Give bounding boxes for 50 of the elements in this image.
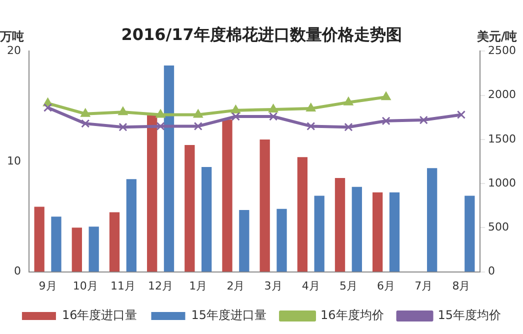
x-tick-label: 5月 bbox=[339, 279, 358, 292]
x-tick-label: 10月 bbox=[72, 279, 98, 292]
y-tick-label: 10 bbox=[6, 154, 21, 168]
x-tick-label: 6月 bbox=[377, 279, 396, 292]
y2-tick-label: 2000 bbox=[488, 88, 516, 102]
x-tick-label: 3月 bbox=[264, 279, 282, 292]
x-tick-label: 8月 bbox=[452, 279, 470, 292]
legend-label: 15年度均价 bbox=[438, 308, 502, 322]
x-tick-label: 2月 bbox=[226, 279, 245, 292]
y2-tick-label: 1000 bbox=[488, 176, 516, 190]
bar bbox=[109, 212, 120, 272]
y2-tick-label: 0 bbox=[488, 264, 496, 278]
y2-tick-label: 500 bbox=[488, 220, 510, 234]
y2-tick-label: 1500 bbox=[488, 132, 516, 146]
bar bbox=[88, 226, 99, 272]
y2-tick-label: 2500 bbox=[488, 44, 516, 58]
bar bbox=[34, 206, 44, 272]
bar bbox=[126, 179, 136, 272]
bar bbox=[147, 115, 158, 272]
bar bbox=[164, 66, 174, 272]
x-tick-label: 12月 bbox=[148, 279, 174, 292]
x-tick-label: 4月 bbox=[302, 279, 320, 292]
bar bbox=[372, 192, 383, 272]
legend-label: 15年度进口量 bbox=[191, 308, 267, 322]
x-tick-label: 1月 bbox=[189, 279, 208, 292]
bar bbox=[389, 192, 400, 272]
bar bbox=[184, 144, 195, 272]
bar bbox=[352, 186, 362, 272]
bar bbox=[276, 208, 287, 272]
y-tick-label: 20 bbox=[6, 44, 21, 58]
x-tick-label: 9月 bbox=[38, 279, 57, 292]
bar bbox=[297, 157, 308, 272]
legend-label: 16年度均价 bbox=[320, 308, 384, 322]
bar bbox=[222, 120, 232, 272]
bar bbox=[464, 196, 475, 272]
chart-title: 2016/17年度棉花进口数量价格走势图 bbox=[121, 24, 402, 44]
bar bbox=[239, 210, 250, 272]
bar bbox=[72, 228, 82, 272]
bar bbox=[314, 196, 324, 272]
bar bbox=[260, 139, 270, 272]
bar bbox=[427, 168, 438, 272]
bar bbox=[202, 167, 212, 272]
bar bbox=[51, 216, 62, 272]
y2-axis-title: 美元/吨 bbox=[476, 29, 518, 44]
y-tick-label: 0 bbox=[14, 264, 21, 278]
x-tick-label: 11月 bbox=[110, 279, 136, 292]
y-axis-title: 万吨 bbox=[0, 29, 24, 44]
bar bbox=[334, 178, 346, 272]
legend-label: 16年度进口量 bbox=[62, 308, 138, 322]
x-tick-label: 7月 bbox=[414, 279, 433, 292]
